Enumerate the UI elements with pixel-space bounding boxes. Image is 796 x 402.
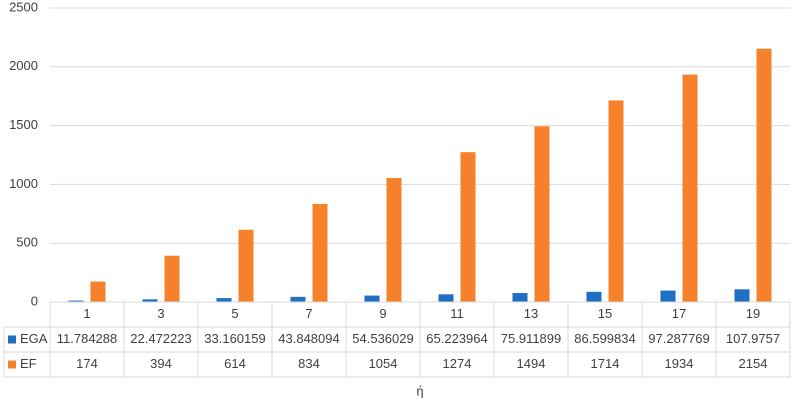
bar: [216, 298, 232, 302]
bar: [512, 293, 528, 302]
table-value: 2154: [739, 356, 768, 371]
bar: [142, 299, 158, 302]
table-value: 22.472223: [130, 331, 191, 346]
x-tick-label: 17: [672, 306, 686, 321]
bar: [164, 255, 180, 302]
legend-label: EGA: [20, 331, 48, 346]
table-value: 97.287769: [648, 331, 709, 346]
table-value: 834: [298, 356, 320, 371]
x-tick-label: 15: [598, 306, 612, 321]
bar: [68, 300, 84, 302]
bar: [364, 295, 380, 302]
x-axis-label: ή: [416, 383, 423, 398]
x-tick-label: 1: [83, 306, 90, 321]
bar: [534, 126, 550, 302]
bar: [438, 294, 454, 302]
table-value: 75.911899: [501, 331, 562, 346]
bar: [90, 281, 106, 302]
y-tick-label: 1500: [9, 117, 38, 132]
x-tick-label: 9: [379, 306, 386, 321]
table-value: 394: [150, 356, 172, 371]
table-value: 11.784288: [57, 331, 118, 346]
bar: [734, 289, 750, 302]
table-value: 1714: [591, 356, 620, 371]
table-value: 1274: [443, 356, 472, 371]
bar: [660, 290, 676, 302]
legend-key: [8, 335, 16, 344]
table-value: 614: [224, 356, 246, 371]
bar: [238, 229, 254, 302]
y-tick-label: 500: [16, 235, 38, 250]
bar: [386, 178, 402, 302]
bar: [586, 291, 602, 302]
bar: [682, 74, 698, 302]
x-tick-label: 19: [746, 306, 760, 321]
x-tick-label: 3: [157, 306, 164, 321]
x-tick-label: 7: [305, 306, 312, 321]
table-value: 107.9757: [726, 331, 780, 346]
bar: [290, 296, 306, 302]
table-value: 33.160159: [204, 331, 265, 346]
table-value: 174: [76, 356, 98, 371]
bar: [608, 100, 624, 303]
bar: [312, 203, 328, 302]
legend-label: EF: [20, 356, 37, 371]
x-tick-label: 13: [524, 306, 538, 321]
bar: [756, 48, 772, 302]
table-value: 54.536029: [352, 331, 413, 346]
table-value: 86.599834: [574, 331, 635, 346]
table-value: 1934: [665, 356, 694, 371]
table-value: 43.848094: [278, 331, 339, 346]
bar: [460, 152, 476, 302]
table-value: 1494: [517, 356, 546, 371]
x-tick-label: 5: [231, 306, 238, 321]
table-value: 1054: [369, 356, 398, 371]
x-tick-label: 11: [450, 306, 464, 321]
legend-key: [8, 360, 16, 369]
y-tick-label: 2500: [9, 0, 38, 14]
y-tick-label: 0: [31, 293, 38, 308]
y-tick-label: 2000: [9, 58, 38, 73]
y-tick-label: 1000: [9, 176, 38, 191]
table-value: 65.223964: [426, 331, 487, 346]
